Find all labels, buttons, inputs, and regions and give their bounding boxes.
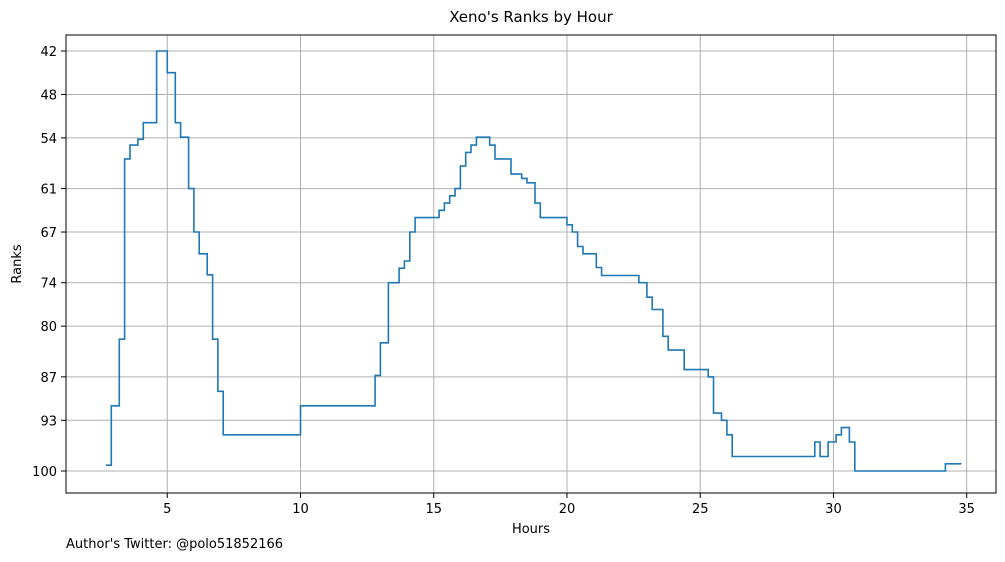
y-tick-label: 80 bbox=[40, 320, 57, 335]
x-tick-label: 30 bbox=[825, 502, 842, 517]
x-tick-label: 35 bbox=[958, 502, 975, 517]
y-tick-label: 87 bbox=[40, 371, 57, 386]
chart-title: Xeno's Ranks by Hour bbox=[449, 8, 613, 26]
x-tick-label: 20 bbox=[559, 502, 576, 517]
x-tick-label: 25 bbox=[692, 502, 709, 517]
y-tick-label: 100 bbox=[32, 465, 57, 480]
y-tick-label: 42 bbox=[40, 45, 57, 60]
y-tick-label: 93 bbox=[40, 414, 57, 429]
y-tick-label: 67 bbox=[40, 226, 57, 241]
y-tick-label: 61 bbox=[40, 183, 57, 198]
x-tick-label: 5 bbox=[163, 502, 171, 517]
series-line bbox=[106, 50, 962, 472]
author-credit: Author's Twitter: @polo51852166 bbox=[66, 537, 284, 552]
x-tick-label: 15 bbox=[425, 502, 442, 517]
y-axis-label: Ranks bbox=[10, 244, 25, 283]
axis-ticks: 5 10 15 20 25 30 35 42 48 54 61 67 74 80 87 93 100 bbox=[32, 45, 975, 517]
x-tick-label: 10 bbox=[292, 502, 309, 517]
y-tick-label: 48 bbox=[40, 88, 57, 103]
x-axis-label: Hours bbox=[512, 522, 550, 537]
y-tick-label: 54 bbox=[40, 132, 57, 147]
plot-frame bbox=[65, 34, 997, 494]
y-tick-label: 74 bbox=[40, 277, 57, 292]
grid-lines bbox=[66, 35, 996, 493]
